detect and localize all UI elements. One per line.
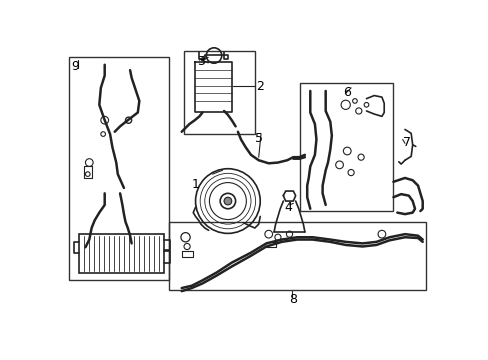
Text: 2: 2 [256,80,264,93]
Text: 8: 8 [288,293,296,306]
Text: 9: 9 [71,60,79,73]
Text: 1: 1 [191,178,199,191]
Circle shape [224,197,231,205]
Text: 6: 6 [343,86,350,99]
Text: 5: 5 [254,132,263,145]
Text: 7: 7 [402,136,410,149]
Text: 3: 3 [197,55,204,68]
Text: 4: 4 [284,201,291,214]
